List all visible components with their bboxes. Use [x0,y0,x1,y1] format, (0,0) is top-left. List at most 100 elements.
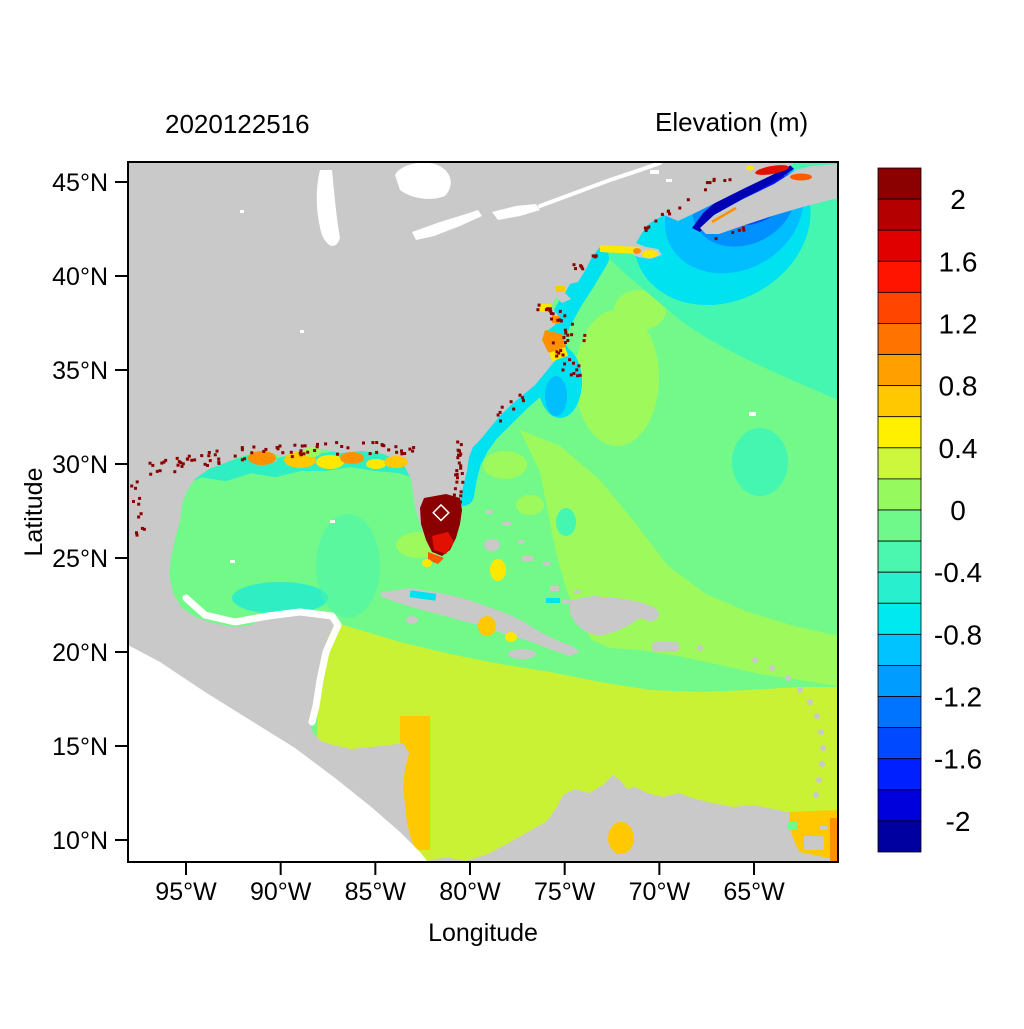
wetland-speckle [371,441,375,445]
lake-erie [412,210,482,240]
wetland-speckle [412,446,416,449]
wetland-speckle [264,447,268,451]
x-tick-label: 80°W [439,878,501,906]
wetland-speckle [500,405,504,409]
wetland-speckle [240,448,244,452]
cuba-south-yellow [505,632,517,642]
colorbar-segment [877,260,922,293]
wetland-speckle [577,364,581,368]
wetland-speckle [555,354,559,358]
wetland-speckle [155,469,159,473]
wetland-speckle [140,526,144,530]
wetland-speckle [581,267,585,271]
y-tick-label: 15°N [52,733,108,761]
lake-ontario [492,204,540,220]
colorbar-segment [877,758,922,791]
wetland-speckle [375,441,379,444]
wetland-speckle [575,368,579,372]
wetland-speckle [149,472,153,476]
wetland-speckle [299,449,303,453]
colorbar-segment [877,633,922,666]
wetland-speckle [583,333,587,337]
cape-cod-yellow [642,250,658,258]
colorbar-tick-label: -0.4 [934,557,982,588]
wetland-speckle [455,472,459,476]
wetland-speckle [578,373,582,377]
wetland-speckle [518,393,522,397]
map-plot: 95°W 90°W 85°W 80°W 75°W 70°W 65°W 45°N 40°N 35°… [20,161,839,947]
long-island-sound-yellow [599,244,641,255]
wetland-speckle [563,328,567,332]
wetland-speckle [240,446,244,450]
wetland-speckle [148,461,152,465]
wetland-speckle [458,500,462,504]
wetland-speckle [572,361,575,365]
bahama-gold-spot [490,559,506,581]
wetland-speckle [135,480,139,484]
wetland-speckle [137,515,141,519]
wetland-speckle [394,445,398,449]
map-layers [128,162,838,862]
wetland-speckle [186,457,190,461]
wetland-speckle [203,462,207,466]
wetland-speckle [572,372,576,375]
wetland-speckle [243,457,247,461]
colorbar-tick-label: -0.8 [934,619,982,650]
wetland-speckle [306,450,310,454]
wetland-speckle [213,453,217,457]
wetland-speckle [215,449,219,453]
small-lake [300,330,304,333]
colorbar-segment [877,167,922,200]
y-axis-ticks: 45°N 40°N 35°N 30°N 25°N 20°N 15°N 10°N [52,169,128,855]
wetland-speckle [647,225,651,229]
wetland-speckle [233,454,237,458]
wetland-speckle [262,449,266,453]
wetland-speckle [299,452,303,456]
wetland-speckle [551,341,555,345]
date-title: 2020122516 [165,109,310,139]
wetland-speckle [455,469,459,473]
wetland-speckle [457,461,461,465]
wetland-speckle [568,358,572,362]
colorbar-segment [877,665,922,697]
colorbar-tick-label: -1.2 [934,682,982,713]
wetland-speckle [316,442,319,446]
wetland-speckle [208,459,212,463]
wetland-speckle [459,443,463,447]
wetland-speckle [459,464,463,468]
x-axis-ticks: 95°W 90°W 85°W 80°W 75°W 70°W 65°W [155,862,785,906]
bermuda [749,412,756,416]
wetland-speckle [300,444,304,448]
bermuda-turquoise-oval [732,428,788,496]
wetland-speckle [302,452,306,456]
lake-michigan [316,170,340,246]
wetland-speckle [537,303,541,307]
small-lake [230,560,235,563]
wetland-speckle [666,209,670,213]
wetland-speckle [193,458,197,462]
x-tick-label: 70°W [629,878,691,906]
x-axis-label: Longitude [428,919,538,947]
wetland-speckle [728,178,732,182]
wetland-speckle [556,318,560,322]
wetland-speckle [548,307,552,311]
wetland-speckle [346,446,350,450]
colorbar-tick-label: 0.8 [939,371,978,402]
wetland-speckle [566,339,570,342]
minas-orange-streak [790,173,812,181]
wetland-speckle [521,396,525,400]
wetland-speckle [303,444,307,448]
bahama-islet [550,586,559,591]
wetland-speckle [368,452,372,456]
wetland-speckle [499,419,502,423]
wetland-speckle [708,181,712,185]
wetland-speckle [558,309,562,313]
wetland-speckle [162,460,166,464]
li-offshore-patch [614,290,666,330]
y-tick-label: 45°N [52,169,108,197]
wetland-speckle [576,374,580,378]
wetland-speckle [582,339,586,343]
wetland-speckle [289,450,293,454]
wetland-speckle [164,458,168,462]
